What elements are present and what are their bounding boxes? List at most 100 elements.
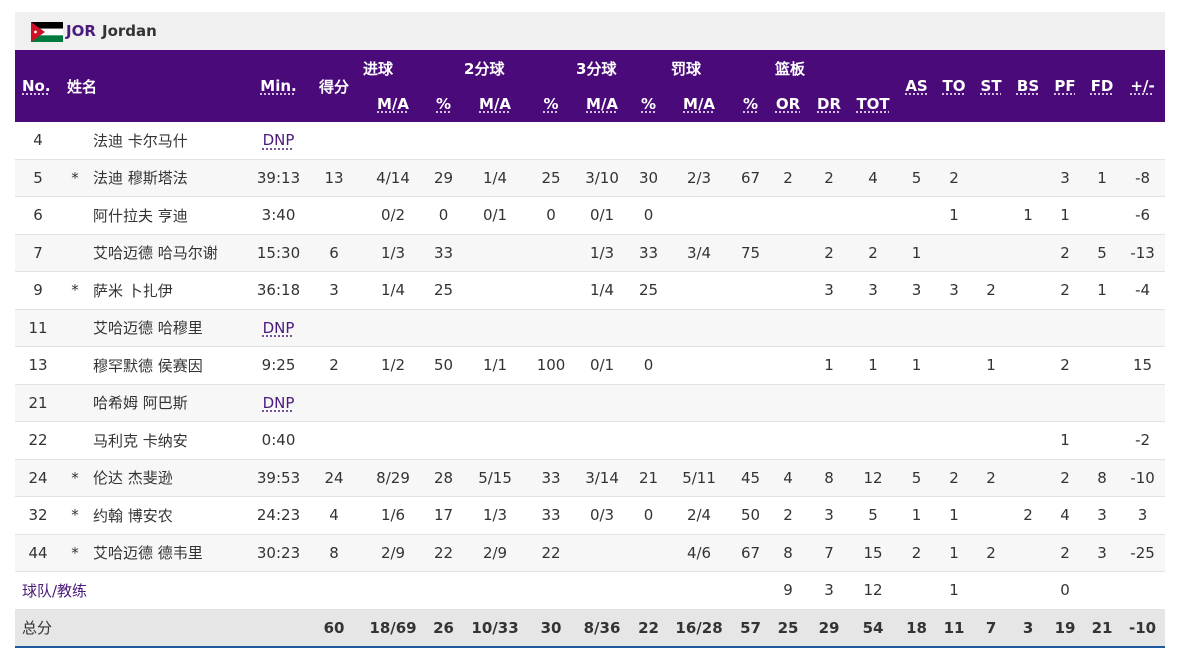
plus-minus: -10 — [1120, 459, 1166, 497]
header-bs[interactable]: BS — [1016, 77, 1040, 95]
plus-minus: -13 — [1120, 234, 1166, 272]
fg-pct — [428, 384, 460, 422]
fg-pct: 33 — [428, 234, 460, 272]
points — [310, 122, 359, 160]
points: 24 — [310, 459, 359, 497]
fouls-drawn: 8 — [1084, 459, 1121, 497]
player-name[interactable]: 艾哈迈德 德韦里 — [89, 534, 248, 572]
ft-pct: 67 — [734, 534, 768, 572]
turnovers: 1 — [936, 496, 973, 535]
header-ft-pct[interactable]: % — [743, 95, 759, 113]
turnovers — [936, 346, 973, 385]
fg2-pct — [531, 421, 572, 460]
header-dr[interactable]: DR — [817, 95, 842, 113]
fg-pct — [428, 571, 460, 610]
steals — [972, 384, 1011, 422]
header-as[interactable]: AS — [905, 77, 928, 95]
turnovers: 11 — [936, 609, 973, 648]
player-name[interactable]: 萨米 卜扎伊 — [89, 271, 248, 310]
turnovers — [936, 309, 973, 347]
player-name[interactable]: 伦达 杰斐逊 — [89, 459, 248, 497]
blocks — [1010, 159, 1047, 197]
header-tot[interactable]: TOT — [856, 95, 890, 113]
header-fg-ma[interactable]: M/A — [377, 95, 410, 113]
turnovers: 2 — [936, 459, 973, 497]
header-ft-ma[interactable]: M/A — [683, 95, 716, 113]
plus-minus — [1120, 384, 1166, 422]
fouls-drawn — [1084, 346, 1121, 385]
header-fg2-ma[interactable]: M/A — [479, 95, 512, 113]
fg2-made-attempted: 0/1 — [459, 196, 532, 235]
ft-made-attempted: 4/6 — [664, 534, 735, 572]
dnp-label[interactable]: DNP — [262, 131, 295, 150]
fg2-made-attempted — [459, 384, 532, 422]
plus-minus — [1120, 571, 1166, 610]
team-header: JOR Jordan — [15, 12, 1165, 50]
starter-marker: * — [61, 271, 89, 310]
header-no[interactable]: No. — [22, 77, 51, 95]
player-number: 22 — [15, 421, 61, 460]
player-name[interactable]: 穆罕默德 侯赛因 — [89, 346, 248, 385]
starter-marker — [61, 309, 89, 347]
plus-minus: -4 — [1120, 271, 1166, 310]
blocks: 3 — [1010, 609, 1047, 648]
ft-made-attempted — [664, 421, 735, 460]
minutes: 3:40 — [247, 196, 311, 235]
header-fd[interactable]: FD — [1090, 77, 1114, 95]
player-name[interactable]: 艾哈迈德 哈马尔谢 — [89, 234, 248, 272]
team-code[interactable]: JOR — [66, 22, 96, 40]
header-pf[interactable]: PF — [1054, 77, 1076, 95]
fouls — [1046, 309, 1085, 347]
header-to[interactable]: TO — [942, 77, 966, 95]
fouls-drawn: 3 — [1084, 534, 1121, 572]
fg-pct — [428, 421, 460, 460]
fouls: 2 — [1046, 271, 1085, 310]
header-fg3-ma[interactable]: M/A — [586, 95, 619, 113]
header-min[interactable]: Min. — [260, 77, 297, 95]
ft-pct — [734, 271, 768, 310]
ft-made-attempted: 2/4 — [664, 496, 735, 535]
total-rebounds: 2 — [849, 234, 898, 272]
header-fg3-pct[interactable]: % — [641, 95, 657, 113]
player-row: 6 阿什拉夫 亨迪 3:40 0/2 0 0/1 0 0/1 0 1 1 1 -6 — [15, 196, 1166, 235]
starter-marker — [61, 346, 89, 385]
header-fg-pct[interactable]: % — [436, 95, 452, 113]
dnp-label[interactable]: DNP — [262, 318, 295, 337]
fg-made-attempted — [358, 384, 429, 422]
fouls: 19 — [1046, 609, 1085, 648]
blocks — [1010, 421, 1047, 460]
fg-pct: 28 — [428, 459, 460, 497]
total-rebounds — [849, 384, 898, 422]
points — [310, 571, 359, 610]
blocks: 1 — [1010, 196, 1047, 235]
box-score-table: No. 姓名 Min. 得分 进球 2分球 3分球 罚球 篮板 AS TO ST… — [15, 50, 1166, 648]
turnovers — [936, 384, 973, 422]
total-rebounds: 12 — [849, 459, 898, 497]
ft-pct — [734, 421, 768, 460]
header-fg2-pct[interactable]: % — [543, 95, 559, 113]
player-name[interactable]: 约翰 博安农 — [89, 496, 248, 535]
team-coach-label[interactable]: 球队/教练 — [15, 571, 248, 610]
fg-made-attempted: 2/9 — [358, 534, 429, 572]
player-name[interactable]: 阿什拉夫 亨迪 — [89, 196, 248, 235]
dnp-label[interactable]: DNP — [262, 393, 295, 412]
ft-pct: 50 — [734, 496, 768, 535]
player-name[interactable]: 艾哈迈德 哈穆里 — [89, 309, 248, 347]
steals — [972, 309, 1011, 347]
player-name[interactable]: 哈希姆 阿巴斯 — [89, 384, 248, 422]
header-or[interactable]: OR — [775, 95, 801, 113]
fg-made-attempted: 1/6 — [358, 496, 429, 535]
header-plus-minus[interactable]: +/- — [1130, 77, 1155, 95]
steals: 2 — [972, 459, 1011, 497]
def-rebounds: 3 — [809, 571, 850, 610]
header-st[interactable]: ST — [980, 77, 1002, 95]
player-name[interactable]: 马利克 卡纳安 — [89, 421, 248, 460]
player-name[interactable]: 法迪 卡尔马什 — [89, 122, 248, 160]
player-name[interactable]: 法迪 穆斯塔法 — [89, 159, 248, 197]
fg-made-attempted — [358, 309, 429, 347]
starter-marker: * — [61, 459, 89, 497]
plus-minus: 15 — [1120, 346, 1166, 385]
turnovers — [936, 122, 973, 160]
fg-made-attempted: 1/3 — [358, 234, 429, 272]
ft-made-attempted — [664, 309, 735, 347]
